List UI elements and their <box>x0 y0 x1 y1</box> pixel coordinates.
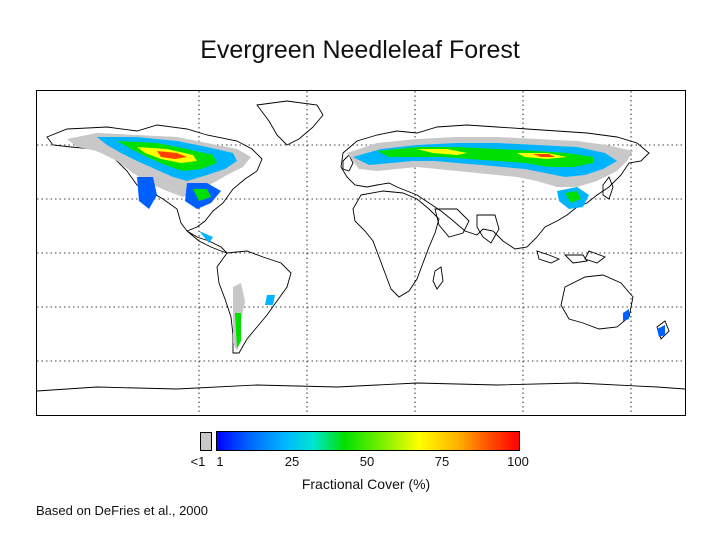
tick-75: 75 <box>434 454 450 469</box>
tick-low: <1 <box>190 454 206 469</box>
source-credit: Based on DeFries et al., 2000 <box>36 503 208 518</box>
tick-100: 100 <box>507 454 529 469</box>
map-title: Evergreen Needleleaf Forest <box>200 36 520 64</box>
color-ramp <box>216 431 520 451</box>
tick-25: 25 <box>284 454 300 469</box>
below-one-swatch <box>200 432 212 451</box>
scale-axis-label: Fractional Cover (%) <box>301 476 431 492</box>
world-map <box>36 90 686 416</box>
tick-50: 50 <box>359 454 375 469</box>
coastlines <box>37 100 685 392</box>
forest-cover-data <box>67 133 665 351</box>
color-scale-legend: <1 1 25 50 75 100 Fractional Cover (%) <box>191 428 536 508</box>
world-map-canvas <box>37 91 685 415</box>
tick-1: 1 <box>216 454 224 469</box>
